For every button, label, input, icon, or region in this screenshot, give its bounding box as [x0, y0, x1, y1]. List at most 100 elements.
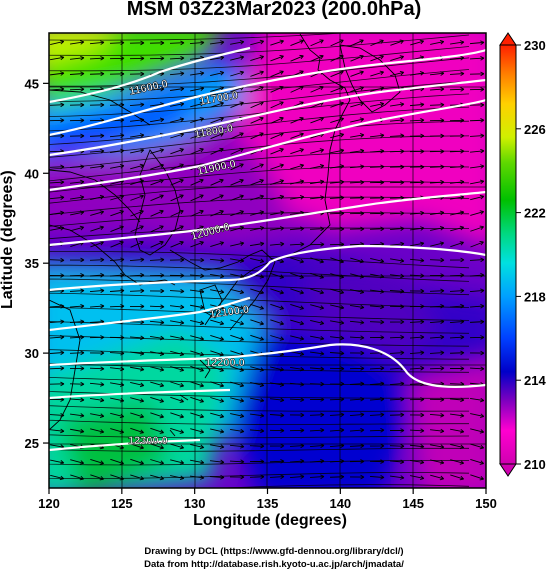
wind-arrow: [150, 117, 165, 123]
wind-arrow: [349, 459, 365, 464]
wind-arrow: [129, 335, 145, 341]
wind-arrow: [250, 116, 264, 124]
wind-arrow: [230, 413, 245, 419]
wind-arrow: [430, 210, 445, 216]
wind-arrow: [310, 39, 324, 47]
wind-arrow: [309, 458, 325, 464]
wind-arrow: [190, 475, 205, 480]
wind-arrow: [170, 366, 185, 372]
wind-arrow: [170, 320, 185, 325]
wind-arrow: [90, 413, 105, 418]
wind-arrow: [349, 195, 365, 201]
wind-arrow: [170, 491, 184, 495]
wind-arrow: [429, 133, 445, 139]
wind-arrow: [250, 319, 264, 326]
wind-arrow: [269, 397, 285, 403]
streamline: [49, 106, 470, 145]
wind-arrow: [389, 288, 405, 294]
wind-arrow: [469, 40, 485, 45]
wind-arrow: [210, 365, 224, 372]
colorbar-tick-label: 218: [524, 289, 546, 304]
wind-arrow: [69, 334, 85, 340]
wind-arrow: [150, 366, 165, 372]
wind-arrow: [449, 257, 465, 263]
coastlines: [49, 33, 401, 437]
wind-arrow: [469, 87, 485, 92]
wind-arrow: [190, 117, 204, 124]
wind-arrow: [270, 194, 285, 201]
wind-arrow: [470, 397, 485, 403]
wind-arrow: [210, 350, 224, 357]
wind-arrow: [290, 116, 304, 124]
wind-arrow: [209, 459, 225, 465]
wind-arrow: [369, 133, 385, 138]
wind-arrow: [290, 163, 305, 170]
wind-arrow: [349, 474, 365, 480]
wind-arrow: [290, 257, 304, 264]
wind-arrow: [329, 397, 345, 402]
wind-arrow: [89, 288, 105, 294]
streamline: [49, 278, 470, 296]
wind-arrow: [49, 350, 65, 356]
wind-arrow: [429, 428, 445, 434]
wind-arrow: [250, 163, 264, 171]
wind-arrow: [430, 490, 443, 495]
wind-arrow: [289, 382, 305, 387]
wind-arrow: [450, 225, 465, 232]
wind-arrow: [229, 459, 245, 464]
wind-arrow: [430, 40, 445, 45]
wind-arrow: [149, 304, 165, 309]
wind-arrow: [369, 427, 385, 433]
wind-arrow: [469, 102, 485, 108]
wind-arrow: [429, 71, 445, 76]
wind-arrow: [130, 474, 145, 481]
wind-arrow: [190, 209, 204, 217]
wind-arrow: [290, 351, 305, 357]
wind-arrow: [330, 491, 344, 495]
wind-arrow: [170, 427, 185, 434]
drawing-credit: Drawing by DCL (https://www.gfd-dennou.o…: [144, 546, 404, 557]
wind-arrow: [210, 116, 224, 124]
wind-arrow: [330, 132, 345, 139]
wind-arrow: [90, 490, 103, 495]
wind-arrow: [70, 413, 85, 418]
wind-arrow: [249, 474, 265, 480]
wind-arrow: [369, 304, 385, 310]
wind-arrow: [469, 319, 485, 325]
wind-arrow: [450, 210, 465, 216]
wind-arrow: [289, 474, 305, 480]
wind-arrow: [389, 211, 405, 216]
wind-arrow: [90, 397, 105, 403]
wind-arrow: [469, 288, 485, 294]
wind-arrow: [469, 71, 485, 77]
wind-arrow: [389, 304, 405, 309]
wind-streamlines: [49, 33, 470, 488]
wind-arrow: [229, 444, 245, 449]
wind-arrow: [170, 240, 184, 248]
wind-arrow: [409, 397, 425, 402]
wind-arrow: [330, 288, 345, 295]
streamline: [49, 34, 470, 56]
wind-arrow: [450, 428, 465, 434]
wind-arrow: [130, 240, 144, 248]
wind-arrow: [329, 335, 345, 341]
wind-arrow: [249, 443, 265, 449]
wind-arrow: [429, 319, 445, 325]
wind-arrow: [370, 491, 384, 495]
wind-arrow: [369, 319, 385, 325]
wind-arrow: [190, 428, 205, 434]
wind-arrow: [350, 39, 364, 47]
wind-arrow: [449, 55, 465, 61]
wind-arrow: [350, 117, 365, 123]
wind-arrow: [69, 350, 85, 356]
wind-arrow: [450, 413, 465, 418]
wind-arrow: [130, 225, 144, 233]
wind-arrow: [130, 351, 145, 356]
wind-arrow: [230, 334, 244, 341]
wind-arrow: [449, 164, 465, 169]
wind-arrow: [470, 428, 485, 434]
colorbar-min-arrow: [499, 463, 517, 477]
wind-arrow: [389, 412, 405, 418]
wind-arrow: [89, 102, 105, 108]
